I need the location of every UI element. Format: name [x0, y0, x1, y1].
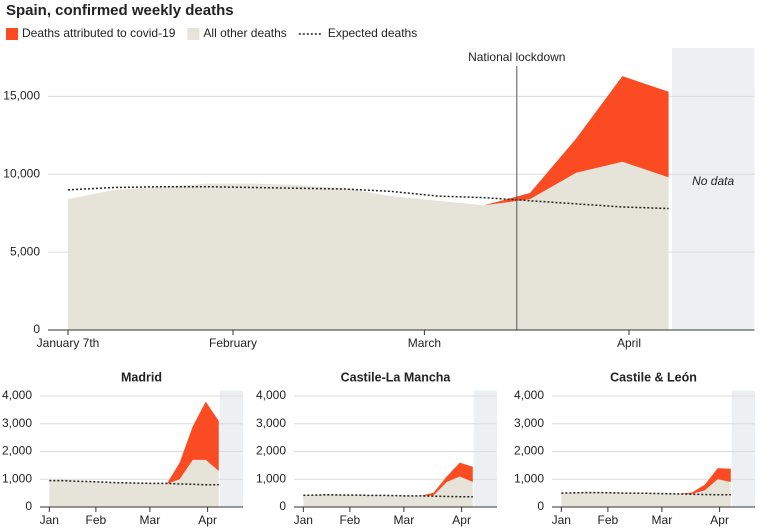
chart-title: Spain, confirmed weekly deaths	[6, 2, 234, 19]
x-tick-label: Apr	[710, 513, 729, 527]
y-tick-label: 2,000	[2, 444, 32, 458]
x-tick-label: January 7th	[37, 336, 100, 350]
legend-label: Deaths attributed to covid-19	[22, 26, 176, 40]
y-tick-label: 1,000	[514, 471, 544, 485]
chart-subtitle: Castile-La Mancha	[341, 370, 452, 384]
chart-subtitle: Castile & León	[610, 370, 697, 384]
y-tick-label: 0	[537, 499, 544, 513]
legend-label: All other deaths	[203, 26, 286, 40]
y-tick-label: 0	[279, 499, 286, 513]
y-tick-label: 2,000	[256, 444, 286, 458]
x-tick-label: Apr	[198, 513, 217, 527]
area	[49, 401, 219, 484]
x-tick-label: Apr	[452, 513, 471, 527]
x-tick-label: Jan	[40, 513, 59, 527]
no-data-region	[219, 390, 243, 507]
y-tick-label: 1,000	[2, 471, 32, 485]
y-tick-label: 0	[25, 499, 32, 513]
y-tick-label: 4,000	[2, 388, 32, 402]
area	[68, 161, 669, 330]
y-tick-label: 3,000	[256, 416, 286, 430]
x-tick-label: Mar	[652, 513, 673, 527]
y-tick-label: 10,000	[3, 166, 40, 180]
y-tick-label: 3,000	[2, 416, 32, 430]
expected-line	[303, 494, 473, 498]
no-data-region	[671, 48, 755, 330]
expected-line	[67, 185, 669, 210]
y-tick-label: 1,000	[256, 471, 286, 485]
expected-line	[561, 491, 731, 496]
x-tick-label: February	[209, 336, 257, 350]
x-tick-label: March	[408, 336, 441, 350]
chart-subtitle: Madrid	[121, 370, 162, 384]
x-tick-label: Mar	[394, 513, 415, 527]
y-tick-label: 4,000	[514, 388, 544, 402]
x-tick-label: Jan	[552, 513, 571, 527]
y-tick-label: 15,000	[3, 89, 40, 103]
y-tick-label: 2,000	[514, 444, 544, 458]
y-tick-label: 5,000	[10, 244, 40, 258]
x-tick-label: Jan	[294, 513, 313, 527]
y-tick-label: 4,000	[256, 388, 286, 402]
y-tick-label: 3,000	[514, 416, 544, 430]
annotation-label: National lockdown	[468, 50, 565, 64]
legend-label: Expected deaths	[328, 26, 417, 40]
area	[303, 476, 473, 507]
legend-swatch	[187, 28, 200, 40]
y-tick-label: 0	[33, 322, 40, 336]
x-tick-label: Feb	[340, 513, 361, 527]
x-tick-label: Mar	[140, 513, 161, 527]
x-tick-label: Feb	[598, 513, 619, 527]
x-tick-label: April	[617, 336, 641, 350]
x-tick-label: Feb	[86, 513, 107, 527]
no-data-region	[473, 390, 497, 507]
expected-line	[49, 479, 219, 486]
legend-swatch	[6, 28, 18, 40]
no-data-label: No data	[692, 174, 734, 188]
no-data-region	[731, 390, 755, 507]
